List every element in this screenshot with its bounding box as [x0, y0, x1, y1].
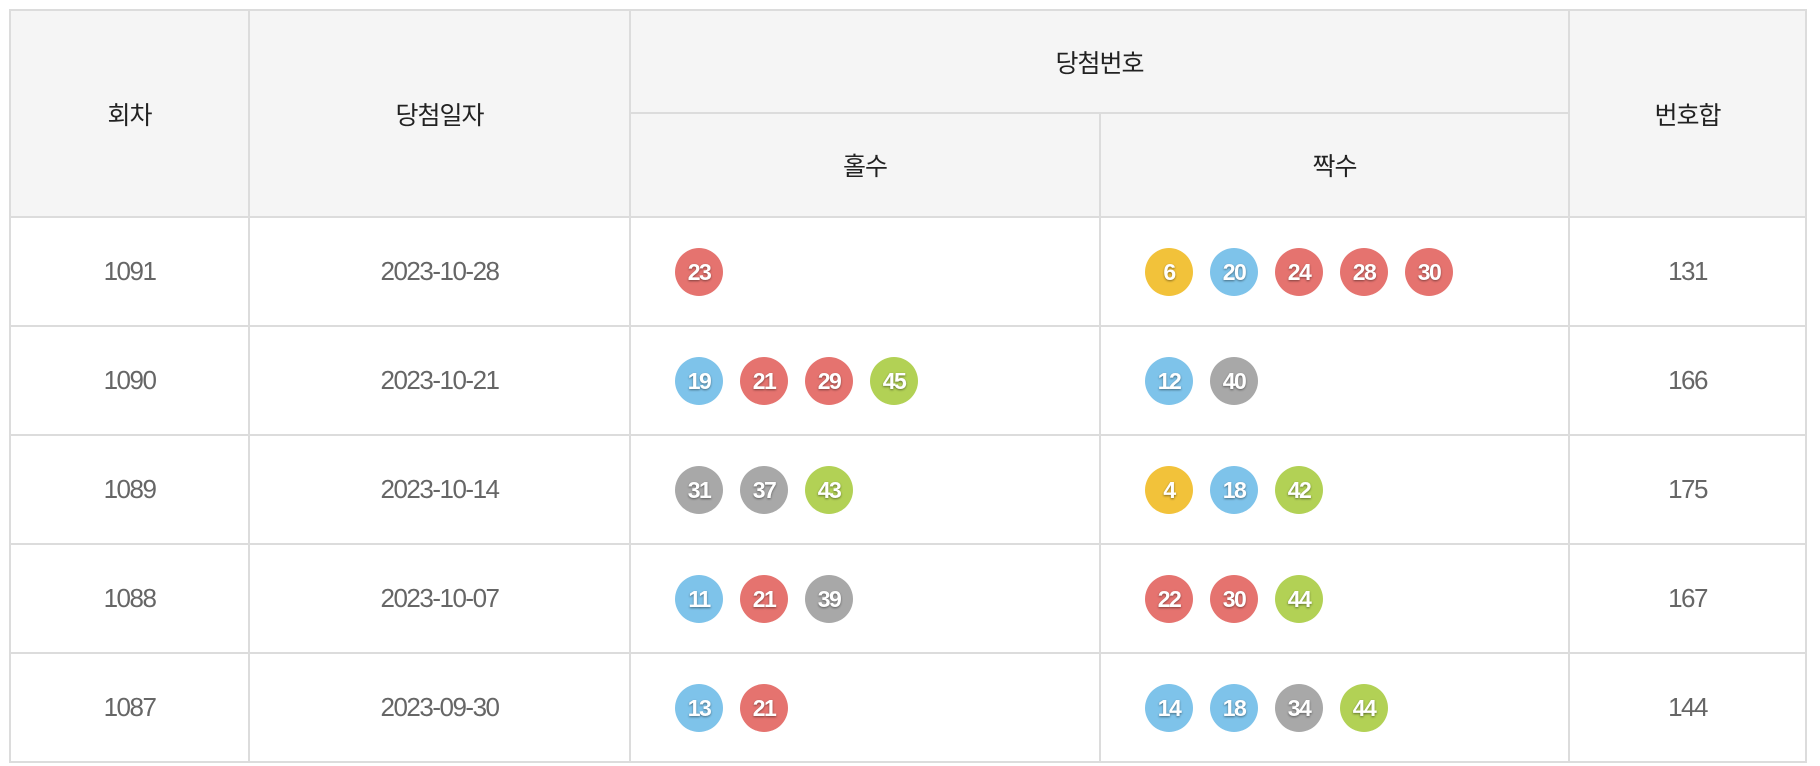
sum-cell: 167	[1568, 543, 1808, 654]
lotto-ball: 34	[1275, 683, 1323, 732]
lotto-ball: 21	[740, 574, 788, 623]
lotto-ball: 22	[1145, 574, 1193, 623]
odd-numbers-cell: 11 21 39	[629, 543, 1101, 654]
date-cell: 2023-10-21	[248, 325, 631, 436]
even-numbers-cell: 6 20 24 28 30	[1098, 216, 1571, 327]
round-cell: 1089	[9, 434, 250, 545]
lotto-ball: 45	[870, 356, 918, 405]
lotto-ball: 40	[1210, 356, 1258, 405]
even-numbers-cell: 12 40	[1098, 325, 1571, 436]
date-cell: 2023-10-07	[248, 543, 631, 654]
odd-numbers-cell: 19 21 29 45	[629, 325, 1101, 436]
lotto-ball: 4	[1145, 465, 1193, 514]
round-cell: 1088	[9, 543, 250, 654]
table-row: 1088 2023-10-07 11 21 39 22 30 44 167	[9, 543, 1808, 654]
lotto-ball: 30	[1210, 574, 1258, 623]
lotto-ball: 44	[1340, 683, 1388, 732]
round-cell: 1090	[9, 325, 250, 436]
even-numbers-cell: 22 30 44	[1098, 543, 1571, 654]
table-row: 1089 2023-10-14 31 37 43 4 18 42 175	[9, 434, 1808, 545]
odd-numbers-cell: 13 21	[629, 652, 1101, 763]
lotto-ball: 43	[805, 465, 853, 514]
sum-cell: 144	[1568, 652, 1808, 763]
header-even: 짝수	[1098, 112, 1571, 218]
header-round: 회차	[9, 9, 250, 218]
lotto-ball: 21	[740, 683, 788, 732]
table-row: 1090 2023-10-21 19 21 29 45 12 40 166	[9, 325, 1808, 436]
lotto-ball: 39	[805, 574, 853, 623]
sum-cell: 166	[1568, 325, 1808, 436]
lotto-ball: 11	[675, 574, 723, 623]
lotto-ball: 18	[1210, 465, 1258, 514]
lotto-ball: 29	[805, 356, 853, 405]
lotto-ball: 19	[675, 356, 723, 405]
header-odd: 홀수	[629, 112, 1101, 218]
round-cell: 1091	[9, 216, 250, 327]
date-cell: 2023-10-14	[248, 434, 631, 545]
lotto-ball: 31	[675, 465, 723, 514]
lotto-ball: 28	[1340, 247, 1388, 296]
even-numbers-cell: 14 18 34 44	[1098, 652, 1571, 763]
lotto-ball: 30	[1405, 247, 1453, 296]
lotto-ball: 14	[1145, 683, 1193, 732]
odd-numbers-cell: 31 37 43	[629, 434, 1101, 545]
round-cell: 1087	[9, 652, 250, 763]
lotto-ball: 24	[1275, 247, 1323, 296]
odd-numbers-cell: 23	[629, 216, 1101, 327]
sum-cell: 175	[1568, 434, 1808, 545]
date-cell: 2023-10-28	[248, 216, 631, 327]
lotto-ball: 37	[740, 465, 788, 514]
lotto-ball: 20	[1210, 247, 1258, 296]
even-numbers-cell: 4 18 42	[1098, 434, 1571, 545]
table-row: 1087 2023-09-30 13 21 14 18 34 44 144	[9, 652, 1808, 763]
lotto-results-table: 회차 당첨일자 당첨번호 번호합 홀수 짝수 1091 2023-10-28 23 6…	[9, 9, 1808, 763]
header-date: 당첨일자	[248, 9, 631, 218]
lotto-ball: 18	[1210, 683, 1258, 732]
header-sum: 번호합	[1568, 9, 1808, 218]
lotto-ball: 23	[675, 247, 723, 296]
table-row: 1091 2023-10-28 23 6 20 24 28 30 131	[9, 216, 1808, 327]
lotto-ball: 13	[675, 683, 723, 732]
sum-cell: 131	[1568, 216, 1808, 327]
lotto-ball: 44	[1275, 574, 1323, 623]
date-cell: 2023-09-30	[248, 652, 631, 763]
lotto-ball: 6	[1145, 247, 1193, 296]
lotto-ball: 42	[1275, 465, 1323, 514]
lotto-ball: 21	[740, 356, 788, 405]
header-winning-numbers: 당첨번호	[628, 9, 1571, 114]
lotto-ball: 12	[1145, 356, 1193, 405]
